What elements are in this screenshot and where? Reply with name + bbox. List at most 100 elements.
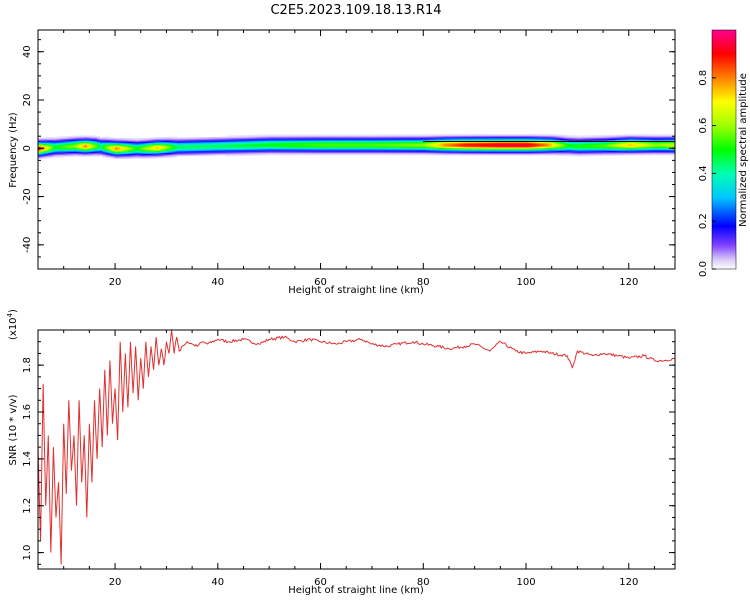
heatmap-cell [253,149,257,151]
heatmap-cell [53,139,57,141]
heatmap-cell [94,135,98,138]
heatmap-cell [541,134,545,137]
heatmap-cell [513,147,517,150]
heatmap-cell [89,141,93,144]
heatmap-cell [341,141,345,144]
heatmap-cell [597,153,601,155]
heatmap-cell [38,144,41,146]
heatmap-cell [258,151,262,154]
heatmap-cell [204,151,208,154]
heatmap-cell [392,142,396,145]
heatmap-cell [651,135,655,138]
heatmap-cell [61,153,65,155]
heatmap-cell [495,139,499,141]
heatmap-cell [264,145,268,148]
spectrogram-ytick-label: -40 [22,237,33,253]
heatmap-cell [544,136,547,139]
heatmap-cell [238,136,242,138]
heatmap-cell [176,143,180,146]
heatmap-cell [397,145,401,147]
heatmap-cell [220,145,224,147]
heatmap-cell [351,144,355,146]
heatmap-cell [564,148,568,150]
heatmap-cell [222,152,226,155]
heatmap-cell [397,144,401,146]
heatmap-cell [459,135,463,138]
heatmap-cell [271,142,275,145]
heatmap-cell [292,148,296,151]
heatmap-cell [474,142,478,145]
heatmap-cell [646,144,650,146]
heatmap-cell [143,152,147,155]
heatmap-cell [544,134,547,137]
heatmap-cell [585,154,589,157]
heatmap-cell [415,138,419,140]
heatmap-cell [577,135,581,138]
heatmap-cell [292,139,296,141]
heatmap-cell [615,144,619,146]
heatmap-cell [130,141,134,144]
heatmap-cell [549,141,553,144]
heatmap-cell [171,140,175,142]
heatmap-cell [271,138,275,140]
heatmap-cell [86,140,90,143]
heatmap-cell [420,150,424,152]
heatmap-cell [392,146,396,149]
heatmap-cell [68,139,72,142]
heatmap-cell [335,135,339,138]
heatmap-cell [122,147,126,150]
heatmap-cell [382,136,386,139]
heatmap-cell [374,134,378,137]
heatmap-cell [312,140,316,143]
heatmap-cell [346,139,350,141]
heatmap-cell [456,139,460,141]
heatmap-cell [505,147,509,150]
heatmap-cell [649,139,653,141]
heatmap-cell [605,137,609,139]
heatmap-cell [366,136,370,139]
heatmap-cell [500,145,504,147]
heatmap-cell [359,144,363,146]
heatmap-cell [464,147,468,150]
heatmap-cell [99,145,103,148]
heatmap-cell [415,150,419,152]
heatmap-cell [438,150,442,152]
heatmap-cell [407,151,411,153]
heatmap-cell [305,151,309,153]
heatmap-cell [210,149,214,151]
heatmap-cell [549,138,553,140]
heatmap-cell [538,139,542,141]
heatmap-cell [305,144,309,146]
heatmap-cell [38,157,41,159]
heatmap-cell [510,142,514,145]
heatmap-cell [536,150,540,152]
heatmap-cell [43,153,47,155]
heatmap-cell [577,146,581,149]
heatmap-cell [466,144,470,146]
heatmap-cell [315,136,319,139]
heatmap-cell [284,134,288,137]
heatmap-cell [585,148,589,151]
heatmap-cell [228,152,232,154]
heatmap-cell [71,144,75,146]
heatmap-cell [415,142,419,145]
heatmap-cell [623,135,627,138]
heatmap-cell [579,141,583,144]
heatmap-cell [197,150,201,153]
heatmap-cell [130,157,134,159]
heatmap-cell [53,150,57,152]
heatmap-cell [633,141,637,144]
heatmap-cell [443,147,447,150]
heatmap-cell [140,139,144,141]
heatmap-cell [161,137,165,139]
heatmap-cell [251,149,255,151]
heatmap-cell [307,142,311,145]
heatmap-cell [163,141,167,144]
heatmap-cell [415,148,419,151]
heatmap-cell [168,142,172,145]
heatmap-cell [66,155,70,157]
heatmap-cell [66,139,70,142]
heatmap-cell [217,136,221,139]
heatmap-cell [474,144,478,146]
heatmap-cell [287,140,291,143]
